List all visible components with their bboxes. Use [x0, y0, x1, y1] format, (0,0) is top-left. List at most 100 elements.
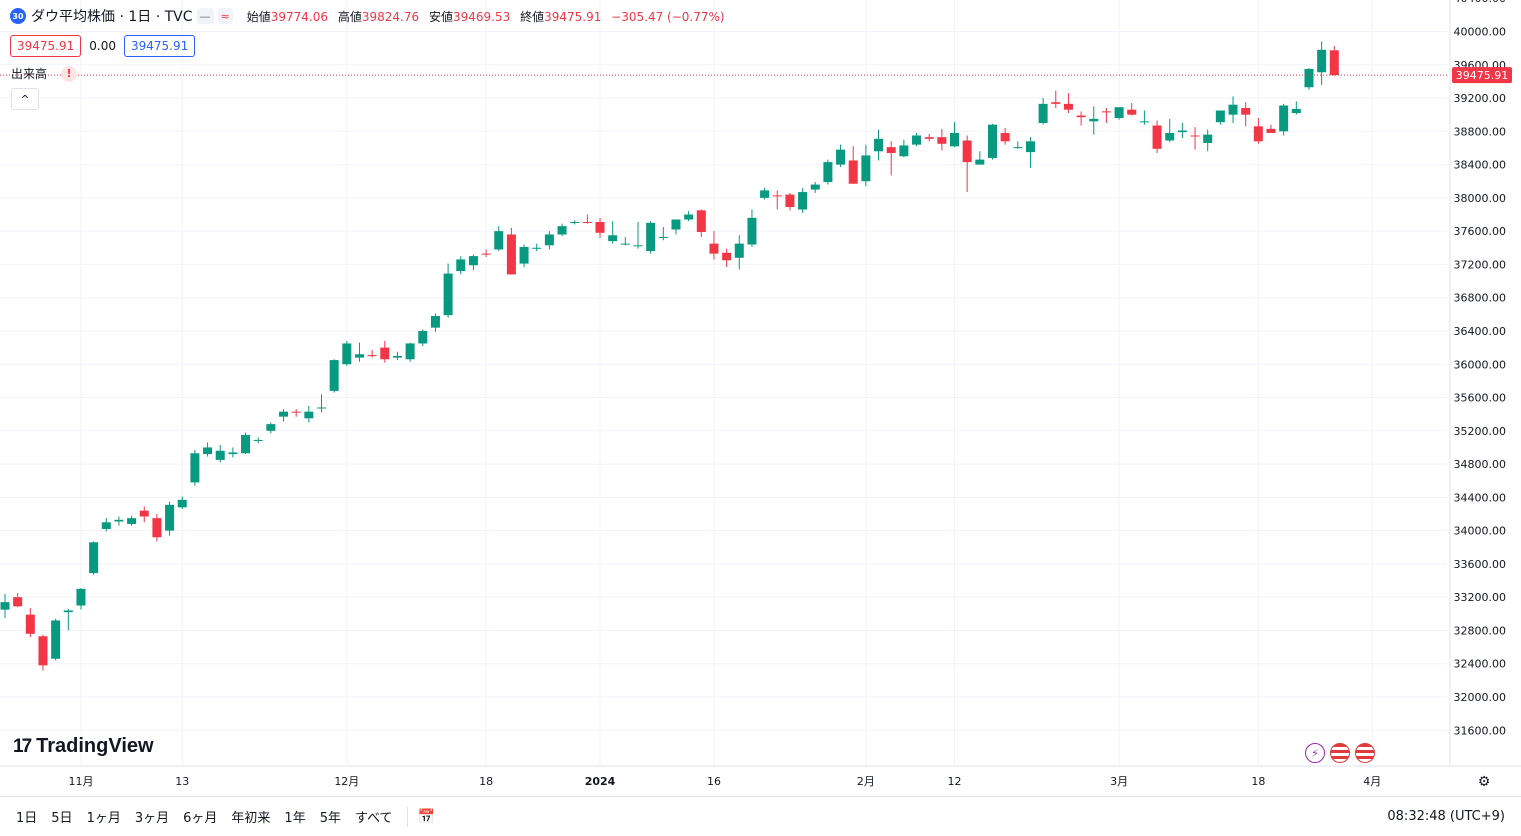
- bolt-icon[interactable]: ⚡: [1305, 743, 1325, 763]
- candle-body: [1063, 103, 1073, 110]
- candle-body: [709, 243, 719, 254]
- candle-body: [950, 132, 959, 147]
- candle-body: [1279, 105, 1289, 132]
- candle-body: [874, 138, 884, 152]
- candle-body: [722, 252, 732, 261]
- buy-price-box[interactable]: 39475.91: [123, 35, 196, 57]
- candle-body: [456, 259, 466, 272]
- divider: [406, 806, 408, 827]
- compare-icon[interactable]: ≈: [217, 8, 233, 24]
- us-flag-icon[interactable]: [1330, 743, 1350, 763]
- candle-body: [63, 610, 73, 613]
- candle-body: [177, 499, 187, 508]
- range-5y[interactable]: 5年: [319, 811, 341, 826]
- candle-body: [962, 140, 972, 163]
- candle-body: [165, 504, 175, 531]
- range-ytd[interactable]: 年初来: [231, 811, 271, 826]
- warning-icon[interactable]: !: [61, 65, 78, 82]
- candle-body: [1152, 125, 1162, 149]
- sell-price-box[interactable]: 39475.91: [10, 35, 82, 57]
- candle-body: [0, 602, 10, 610]
- candle-body: [798, 192, 808, 210]
- y-tick-label: 36400.00: [1454, 325, 1507, 338]
- candle-body: [1089, 118, 1099, 122]
- candle-body: [1241, 108, 1251, 115]
- clock[interactable]: 08:32:48 (UTC+9): [1387, 809, 1505, 824]
- x-tick-label: 12: [948, 775, 962, 788]
- range-6m[interactable]: 6ヶ月: [183, 811, 218, 826]
- range-5d[interactable]: 5日: [51, 811, 73, 826]
- candle-body: [304, 411, 314, 419]
- candle-body: [152, 518, 162, 538]
- last-price-label: 39475.91: [1456, 69, 1509, 82]
- candle-body: [367, 355, 377, 357]
- candle-body: [430, 316, 440, 328]
- candle-body: [1215, 110, 1225, 123]
- candle-body: [101, 522, 111, 529]
- event-flags: ⚡: [1305, 743, 1380, 763]
- y-tick-label: 40400.00: [1454, 0, 1507, 5]
- candle-body: [329, 360, 339, 391]
- candle-body: [620, 243, 630, 245]
- candle-body: [734, 243, 744, 258]
- range-1m[interactable]: 1ヶ月: [86, 811, 121, 826]
- volume-indicator[interactable]: 出来高 !: [11, 65, 78, 82]
- candle-body: [582, 221, 592, 223]
- y-tick-label: 37600.00: [1454, 225, 1507, 238]
- x-tick-label: 2024: [585, 775, 616, 788]
- y-tick-label: 33600.00: [1454, 558, 1507, 571]
- candle-body: [975, 159, 985, 165]
- symbol-title[interactable]: ダウ平均株価 · 1日 · TVC: [31, 9, 193, 25]
- y-tick-label: 38800.00: [1454, 125, 1507, 138]
- x-tick-label: 18: [479, 775, 493, 788]
- candle-body: [380, 347, 390, 360]
- x-tick-label: 18: [1251, 775, 1265, 788]
- candle-body: [1000, 132, 1010, 142]
- candle-body: [1139, 121, 1149, 123]
- calendar-range-icon[interactable]: 📅: [417, 808, 435, 825]
- candle-body: [1025, 141, 1035, 153]
- candle-body: [861, 155, 871, 182]
- candlestick-chart[interactable]: 31600.00 32000.00 32400.00 32800.00 33200.00…: [0, 0, 1521, 796]
- candle-body: [937, 137, 947, 144]
- candle-body: [570, 221, 580, 223]
- candle-body: [76, 588, 86, 606]
- candle-body: [684, 214, 694, 220]
- tradingview-logo-icon: 17: [13, 735, 32, 757]
- y-tick-label: 35600.00: [1454, 392, 1507, 405]
- range-3m[interactable]: 3ヶ月: [134, 811, 170, 826]
- candle-body: [13, 597, 23, 607]
- candle-body: [519, 246, 529, 264]
- candle-body: [25, 614, 35, 634]
- range-1d[interactable]: 1日: [16, 811, 38, 826]
- y-tick-label: 34800.00: [1454, 458, 1507, 471]
- candle-body: [608, 235, 618, 242]
- range-1y[interactable]: 1年: [284, 811, 306, 826]
- y-tick-label: 32400.00: [1454, 658, 1507, 671]
- candle-body: [1304, 68, 1314, 88]
- candle-body: [266, 424, 276, 431]
- x-tick-label: 4月: [1363, 775, 1381, 788]
- range-all[interactable]: すべて: [354, 811, 393, 826]
- logo-text: TradingView: [36, 735, 154, 757]
- collapse-button[interactable]: ^: [11, 88, 39, 110]
- us-flag-icon[interactable]: [1355, 743, 1375, 763]
- hide-legend-button[interactable]: —: [196, 8, 214, 24]
- candle-body: [987, 124, 997, 158]
- tradingview-logo[interactable]: 17 TradingView: [13, 735, 154, 758]
- candle-body: [646, 222, 656, 252]
- candle-body: [1165, 132, 1175, 141]
- candle-body: [317, 407, 326, 409]
- gear-icon[interactable]: ⚙: [1477, 774, 1491, 790]
- candle-body: [1114, 107, 1124, 119]
- candle-body: [785, 194, 795, 208]
- candle-body: [760, 190, 770, 198]
- candle-body: [1266, 128, 1276, 133]
- y-tick-label: 39200.00: [1454, 92, 1507, 105]
- ohlc-values: 始値39774.06 高値39824.76 安値39469.53 終値39475…: [246, 9, 725, 24]
- y-tick-label: 32000.00: [1454, 691, 1507, 704]
- bottom-toolbar: 1日 5日 1ヶ月 3ヶ月 6ヶ月 年初来 1年 5年 すべて 📅 08:32:…: [0, 796, 1521, 836]
- candle-body: [671, 219, 681, 230]
- candle-body: [89, 542, 99, 574]
